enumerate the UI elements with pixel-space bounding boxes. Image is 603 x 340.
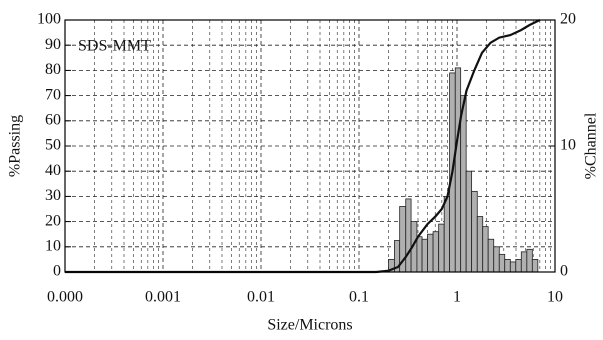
y2-tick-label: 10 <box>560 137 576 154</box>
y-tick-label: 100 <box>37 11 61 28</box>
x-tick-label: 0.000 <box>47 289 83 306</box>
histogram-bar <box>421 238 428 273</box>
y-tick-label: 60 <box>45 111 61 128</box>
x-tick-label: 0.01 <box>247 289 275 306</box>
histogram-bar <box>405 198 412 273</box>
histogram-bar <box>509 261 517 273</box>
x-tick-label: 10 <box>547 289 563 306</box>
x-tick-label: 0.1 <box>349 289 369 306</box>
y2-tick-label: 0 <box>560 263 568 280</box>
y-tick-label: 30 <box>45 187 61 204</box>
histogram-bar <box>454 67 462 273</box>
y-tick-label: 10 <box>45 237 61 254</box>
histogram-bar <box>432 231 440 273</box>
y2-axis-label: %Channel <box>583 112 600 179</box>
plot-frame <box>64 19 556 273</box>
histogram-bar <box>526 248 533 273</box>
histogram-bar <box>460 95 467 273</box>
y-axis-label: %Passing <box>7 115 24 177</box>
histogram-bar <box>515 258 522 273</box>
x-tick-label: 1 <box>453 289 461 306</box>
x-tick-label: 0.001 <box>145 289 181 306</box>
y-tick-label: 50 <box>45 137 61 154</box>
histogram-bar <box>498 253 506 273</box>
histogram-bar <box>531 258 539 273</box>
annotation: SDS-MMT <box>78 38 151 55</box>
histogram-bar <box>465 170 473 273</box>
histogram-bar <box>476 216 484 273</box>
histogram-bar <box>504 258 511 273</box>
histogram-bar <box>482 226 489 273</box>
y2-tick-label: 20 <box>560 11 576 28</box>
y-tick-label: 90 <box>45 36 61 53</box>
histogram-bar <box>443 195 450 273</box>
y-tick-label: 20 <box>45 212 61 229</box>
histogram-bar <box>416 236 423 273</box>
histogram-bar <box>520 251 528 273</box>
histogram-bar <box>471 190 478 273</box>
x-axis-label: Size/Microns <box>267 317 352 334</box>
y-tick-label: 40 <box>45 162 61 179</box>
histogram-bar <box>487 238 495 273</box>
y-tick-label: 70 <box>45 86 61 103</box>
histogram-bar <box>427 233 434 273</box>
histogram-bar <box>438 223 445 273</box>
histogram-bar <box>493 246 500 273</box>
y-tick-label: 80 <box>45 61 61 78</box>
cumulative-line <box>65 19 541 274</box>
y-tick-label: 0 <box>53 263 61 280</box>
